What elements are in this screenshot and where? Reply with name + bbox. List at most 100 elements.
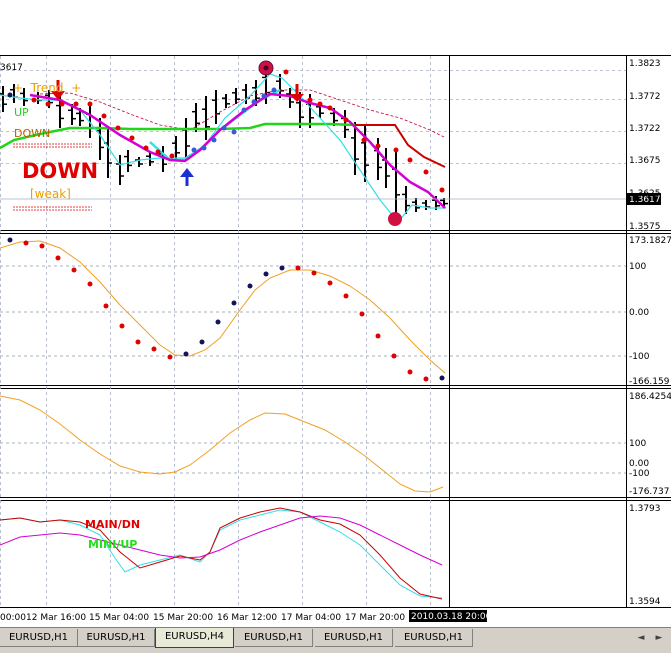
tab-label: EURUSD,H1 bbox=[86, 632, 146, 643]
cci-dot bbox=[119, 323, 125, 329]
cci-dot bbox=[327, 280, 333, 286]
horizontal-scrollbar[interactable] bbox=[0, 649, 671, 653]
cci-dot bbox=[391, 353, 397, 359]
current-time-label: 2010.03.18 20:00 bbox=[411, 612, 492, 622]
cci-dot bbox=[423, 376, 429, 382]
cci-dot bbox=[55, 255, 61, 261]
cci-dot bbox=[295, 265, 301, 271]
sar-dot bbox=[129, 135, 135, 141]
cci-dot bbox=[263, 271, 269, 277]
time-axis: 00:00 12 Mar 16:00 15 Mar 04:00 15 Mar 2… bbox=[0, 610, 492, 623]
chart-tab[interactable]: EURUSD,H1 bbox=[235, 629, 313, 647]
cci-dot bbox=[375, 333, 381, 339]
sar-dot bbox=[211, 137, 217, 143]
down-big-label: DOWN bbox=[22, 159, 98, 183]
mini-up-label: MINI/UP bbox=[88, 538, 137, 551]
cci-dot bbox=[151, 346, 157, 352]
sar-dot bbox=[407, 157, 413, 163]
sar-dot bbox=[143, 145, 149, 151]
sar-dot bbox=[361, 137, 367, 143]
osc-scale-label: -176.737 bbox=[629, 487, 669, 497]
parabolic-sar-dots bbox=[7, 69, 445, 193]
red-ma-line bbox=[355, 124, 446, 168]
sar-dot bbox=[271, 87, 277, 93]
ma-magenta-line bbox=[0, 515, 443, 566]
sar-dot bbox=[101, 113, 107, 119]
cci-dot bbox=[279, 265, 285, 271]
cci-dots bbox=[7, 237, 445, 382]
chart-area[interactable]: 3617 + Trend + UP DOWN DOWN [weak] 1.361… bbox=[0, 0, 671, 627]
cci-dot bbox=[439, 375, 445, 381]
sar-dot bbox=[59, 101, 65, 107]
cci-dot bbox=[215, 319, 221, 325]
osc-scale-label: 186.4254 bbox=[629, 392, 671, 402]
sar-dot bbox=[283, 69, 289, 75]
panel-frames bbox=[0, 55, 671, 608]
chart-tab[interactable]: EURUSD,H1 bbox=[0, 629, 78, 647]
down-small-label: DOWN bbox=[14, 127, 50, 140]
chart-tab[interactable]: EURUSD,H1 bbox=[78, 629, 155, 647]
sar-dot bbox=[115, 125, 121, 131]
cci-dot bbox=[167, 354, 173, 360]
cci-dot bbox=[71, 267, 77, 273]
price-panel[interactable]: 3617 + Trend + UP DOWN DOWN [weak] 1.361… bbox=[0, 59, 661, 232]
sar-dot bbox=[241, 107, 247, 113]
time-label: 15 Mar 20:00 bbox=[153, 613, 213, 623]
scroll-left-icon[interactable]: ◄ bbox=[637, 633, 645, 643]
sar-dot bbox=[45, 101, 51, 107]
price-scale-label: 1.3772 bbox=[629, 92, 661, 102]
chart-tab[interactable]: EURUSD,H1 bbox=[395, 629, 473, 647]
sar-dot bbox=[375, 143, 381, 149]
sar-dot bbox=[169, 153, 175, 159]
sar-dot bbox=[327, 105, 333, 111]
cci-dot bbox=[87, 281, 93, 287]
cci-dot bbox=[103, 303, 109, 309]
magenta-line bbox=[29, 92, 446, 209]
chart-tab[interactable]: EURUSD,H1 bbox=[315, 629, 393, 647]
cci-orange-line bbox=[0, 240, 446, 374]
cci-dot bbox=[359, 311, 365, 317]
osc-scale-label: 0.00 bbox=[629, 459, 649, 469]
tab-label: EURUSD,H1 bbox=[323, 632, 383, 643]
ma-cross-panel[interactable]: MAIN/DN MINI/UP 1.3793 1.3594 bbox=[0, 504, 661, 607]
cci-scale-label: 0.00 bbox=[629, 308, 649, 318]
cci-dot bbox=[407, 369, 413, 375]
main-dn-label: MAIN/DN bbox=[85, 518, 140, 531]
cci-dot bbox=[7, 237, 13, 243]
trend-label: + Trend + bbox=[13, 81, 81, 95]
cci-dot bbox=[231, 300, 237, 306]
osc-scale-label: -100 bbox=[629, 469, 650, 479]
sar-dot bbox=[221, 125, 227, 131]
sar-dot bbox=[155, 149, 161, 155]
bottom-signal-circle-icon bbox=[388, 212, 402, 226]
corner-price: 3617 bbox=[0, 63, 23, 73]
cci-scale-label: 100 bbox=[629, 262, 646, 272]
oscillator-orange-line bbox=[0, 395, 444, 493]
cci-dot bbox=[135, 339, 141, 345]
sar-dot bbox=[261, 93, 267, 99]
cci-dot bbox=[311, 270, 317, 276]
sar-dot bbox=[31, 97, 37, 103]
time-label: 17 Mar 20:00 bbox=[345, 613, 405, 623]
sar-dot bbox=[201, 145, 207, 151]
up-label: UP bbox=[14, 106, 29, 119]
cci-dot bbox=[39, 243, 45, 249]
price-scale-label: 1.3675 bbox=[629, 156, 661, 166]
oscillator-panel[interactable]: 186.4254 100 0.00 -100 -176.737 bbox=[0, 392, 671, 497]
chart-tab-active[interactable]: EURUSD,H4 bbox=[155, 628, 234, 648]
time-label: 15 Mar 04:00 bbox=[89, 613, 149, 623]
sar-dot bbox=[343, 117, 349, 123]
tab-label: EURUSD,H1 bbox=[8, 632, 68, 643]
tab-label: EURUSD,H1 bbox=[403, 632, 463, 643]
sar-dot bbox=[423, 169, 429, 175]
sar-dot bbox=[231, 129, 237, 135]
sell-arrow-icon bbox=[290, 84, 304, 102]
ma-scale-label: 1.3594 bbox=[629, 597, 661, 607]
scroll-right-icon[interactable]: ► bbox=[655, 633, 663, 643]
sar-dot bbox=[393, 147, 399, 153]
ma-cyan-line bbox=[0, 509, 443, 599]
time-label: 00:00 bbox=[0, 613, 26, 623]
cci-panel[interactable]: 173.1827 100 0.00 -100 -166.159 bbox=[0, 236, 671, 387]
sar-dot bbox=[73, 101, 79, 107]
cci-dot bbox=[23, 240, 29, 246]
